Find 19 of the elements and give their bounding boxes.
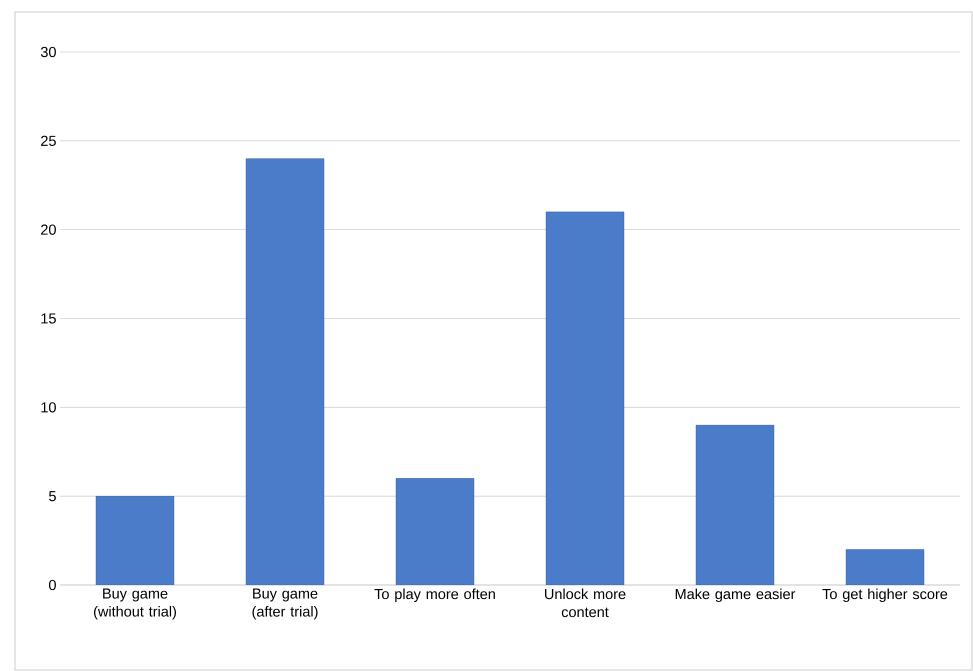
y-tick-label: 25 [41, 136, 56, 146]
bar [846, 549, 924, 585]
bar [396, 478, 474, 585]
y-tick-label: 10 [41, 402, 56, 412]
y-tick-label: 15 [41, 313, 56, 324]
x-tick-label: Unlock more content [545, 588, 626, 618]
bar [96, 496, 174, 585]
bar [696, 424, 774, 585]
y-tick-label: 5 [48, 491, 56, 502]
x-tick-label: To play more often [374, 588, 495, 602]
x-tick-label: Make game easier [676, 588, 796, 602]
y-tick-label: 20 [41, 224, 56, 235]
bar [546, 212, 624, 585]
x-tick-label: To get higher score [822, 588, 948, 602]
bar [246, 158, 324, 585]
x-tick-label: Buy game (without trial) [94, 588, 176, 620]
y-tick-label: 30 [40, 46, 56, 58]
x-tick-label: Buy game (after trial) [252, 588, 318, 620]
y-tick-label: 0 [48, 580, 56, 590]
